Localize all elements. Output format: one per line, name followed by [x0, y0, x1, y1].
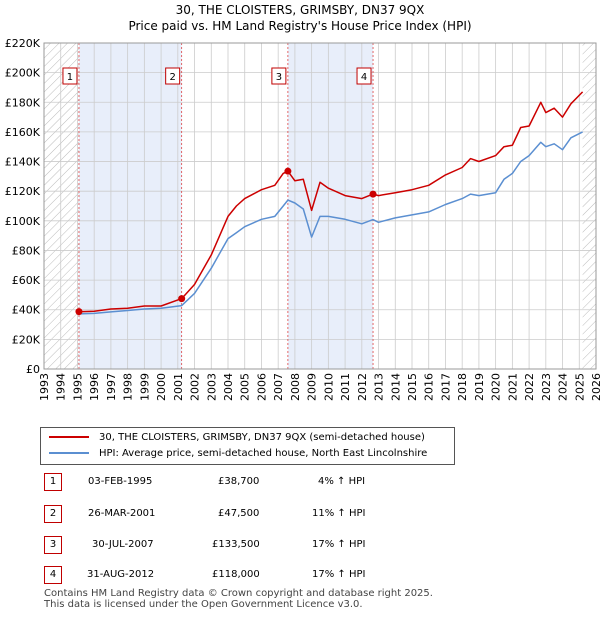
x-tick-label: 2026 [590, 373, 600, 401]
transaction-hpi: 17% ↑ HPI [312, 539, 366, 550]
x-tick-label: 2002 [189, 373, 202, 401]
x-tick-label: 2001 [172, 373, 185, 401]
hatched-region [44, 43, 79, 369]
x-tick-label: 2003 [205, 373, 218, 401]
price-chart: £0 £20K £40K £60K £80K £100K £120K £140K £160K £1… [5, 37, 600, 401]
legend-swatch-hpi [49, 452, 89, 454]
x-tick-label: 2005 [239, 373, 252, 401]
transaction-price: £38,700 [218, 476, 260, 487]
marker-label: 2 [169, 72, 175, 83]
shaded-period [287, 43, 374, 369]
transaction-date: 03-FEB-1995 [88, 476, 153, 487]
y-tick-label: £140K [5, 156, 41, 169]
x-tick-label: 2006 [255, 373, 268, 401]
chart-subtitle: Price paid vs. HM Land Registry's House … [128, 19, 472, 33]
sale-point [75, 308, 83, 316]
y-tick-label: £100K [5, 215, 41, 228]
transaction-date: 26-MAR-2001 [88, 508, 156, 519]
transaction-number: 4 [44, 566, 62, 584]
y-tick-label: £200K [5, 67, 41, 80]
transaction-row: 4 31-AUG-2012 £118,000 17% ↑ HPI [44, 566, 444, 584]
x-tick-label: 2021 [506, 373, 519, 401]
y-tick-label: £20K [12, 333, 41, 346]
marker-label-box [165, 67, 181, 85]
x-tick-label: 2016 [423, 373, 436, 401]
transaction-hpi: 17% ↑ HPI [312, 569, 366, 580]
x-tick-label: 2018 [456, 373, 469, 401]
transaction-row: 1 03-FEB-1995 £38,700 4% ↑ HPI [44, 473, 444, 491]
footer: Contains HM Land Registry data © Crown c… [44, 588, 433, 610]
y-tick-label: £80K [12, 244, 41, 257]
marker-label-box [356, 67, 372, 85]
transaction-hpi: 11% ↑ HPI [312, 508, 366, 519]
x-tick-label: 2025 [573, 373, 586, 401]
transaction-row: 2 26-MAR-2001 £47,500 11% ↑ HPI [44, 505, 444, 523]
footer-copyright: Contains HM Land Registry data © Crown c… [44, 588, 433, 599]
legend-swatch-property [49, 436, 89, 438]
x-tick-label: 1996 [88, 373, 101, 401]
x-tick-label: 2023 [540, 373, 553, 401]
transaction-price: £118,000 [212, 569, 260, 580]
x-tick-label: 2000 [155, 373, 168, 401]
sale-point [178, 295, 186, 303]
legend-label-property: 30, THE CLOISTERS, GRIMSBY, DN37 9QX (se… [99, 432, 425, 443]
transaction-number: 3 [44, 536, 62, 554]
x-tick-label: 2014 [389, 373, 402, 401]
y-tick-label: £180K [5, 96, 41, 109]
legend-label-hpi: HPI: Average price, semi-detached house,… [99, 448, 428, 459]
transaction-price: £47,500 [218, 508, 260, 519]
x-tick-label: 2010 [322, 373, 335, 401]
marker-label-box [62, 67, 78, 85]
x-tick-label: 2012 [356, 373, 369, 401]
y-tick-label: £220K [5, 37, 41, 50]
x-tick-label: 2017 [439, 373, 452, 401]
marker-label: 1 [67, 72, 73, 83]
transaction-number: 1 [44, 473, 62, 491]
x-tick-label: 2024 [557, 373, 570, 401]
x-tick-label: 2008 [289, 373, 302, 401]
x-tick-label: 2020 [490, 373, 503, 401]
x-tick-label: 1998 [122, 373, 135, 401]
sale-point [369, 190, 377, 198]
marker-label-box [271, 67, 287, 85]
y-tick-label: £40K [12, 304, 41, 317]
y-tick-label: £120K [5, 185, 41, 198]
x-tick-label: 2011 [339, 373, 352, 401]
hpi-line [78, 131, 583, 315]
transaction-price: £133,500 [212, 539, 260, 550]
y-tick-label: £0 [26, 363, 40, 376]
footer-licence: This data is licensed under the Open Gov… [44, 599, 363, 610]
x-tick-label: 1999 [138, 373, 151, 401]
x-tick-label: 2019 [473, 373, 486, 401]
marker-label: 3 [276, 72, 282, 83]
chart-legend: 30, THE CLOISTERS, GRIMSBY, DN37 9QX (se… [40, 427, 455, 465]
x-tick-label: 2007 [272, 373, 285, 401]
legend-item-hpi: HPI: Average price, semi-detached house,… [49, 447, 427, 461]
legend-item-property: 30, THE CLOISTERS, GRIMSBY, DN37 9QX (se… [49, 431, 425, 445]
transaction-date: 30-JUL-2007 [92, 539, 154, 550]
plot-border [43, 42, 597, 370]
transaction-date: 31-AUG-2012 [87, 569, 155, 580]
x-tick-label: 1994 [55, 373, 68, 401]
x-tick-label: 2013 [373, 373, 386, 401]
x-tick-label: 2015 [406, 373, 419, 401]
marker-label: 4 [361, 72, 367, 83]
sale-point [284, 167, 292, 175]
y-tick-label: £60K [12, 274, 41, 287]
x-tick-label: 1995 [71, 373, 84, 401]
x-tick-label: 2009 [306, 373, 319, 401]
property-price-line [78, 91, 584, 313]
transaction-hpi: 4% ↑ HPI [318, 476, 366, 487]
shaded-period [78, 43, 182, 369]
x-tick-label: 1997 [105, 373, 118, 401]
transaction-row: 3 30-JUL-2007 £133,500 17% ↑ HPI [44, 536, 444, 554]
y-tick-label: £160K [5, 126, 41, 139]
chart-title: 30, THE CLOISTERS, GRIMSBY, DN37 9QX [175, 3, 425, 17]
hatched-region [582, 43, 596, 369]
x-tick-label: 2022 [523, 373, 536, 401]
transaction-number: 2 [44, 505, 62, 523]
x-tick-label: 1993 [38, 373, 51, 401]
x-tick-label: 2004 [222, 373, 235, 401]
